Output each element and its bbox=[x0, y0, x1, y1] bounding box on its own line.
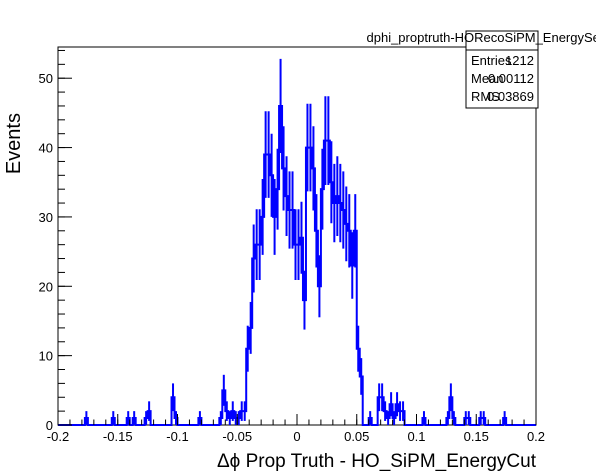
stats-mean-value: 0.00112 bbox=[488, 71, 534, 86]
x-tick-label: 0.15 bbox=[464, 429, 489, 444]
stats-rms-value: 0.03869 bbox=[487, 89, 534, 104]
y-tick-label: 20 bbox=[39, 279, 53, 294]
plot-area-border bbox=[57, 46, 537, 426]
plot-frame bbox=[57, 46, 537, 426]
stats-entries-value: 1212 bbox=[505, 53, 534, 68]
y-tick-label: 50 bbox=[39, 71, 53, 86]
stats-mean-label: Mean bbox=[471, 71, 504, 86]
y-axis-label: Events bbox=[3, 113, 25, 174]
x-tick-label: 0.2 bbox=[527, 429, 545, 444]
y-axis: 0 10 20 30 40 50 bbox=[39, 49, 72, 433]
x-tick-label: -0.05 bbox=[222, 429, 252, 444]
x-axis-label: Δϕ Prop Truth - HO_SiPM_EnergyCut bbox=[217, 451, 537, 472]
stats-entries-label: Entries bbox=[471, 53, 512, 68]
x-axis: -0.2 -0.15 -0.1 -0.05 0 0.05 0.1 0.15 0.2 bbox=[47, 414, 545, 444]
y-tick-label: 10 bbox=[39, 349, 53, 364]
stats-box: dphi_proptruth-HORecoSiPM_EnergySelectio… bbox=[367, 30, 596, 109]
y-tick-label: 30 bbox=[39, 210, 53, 225]
histogram-series bbox=[58, 58, 536, 426]
histogram-outline bbox=[58, 104, 536, 426]
x-tick-label: 0.05 bbox=[344, 429, 369, 444]
stats-rms-label: RMS bbox=[471, 89, 500, 104]
x-tick-label: -0.15 bbox=[103, 429, 133, 444]
x-tick-label: -0.2 bbox=[47, 429, 69, 444]
y-tick-label: 40 bbox=[39, 141, 53, 156]
x-tick-label: 0 bbox=[293, 429, 300, 444]
stats-box-title: dphi_proptruth-HORecoSiPM_EnergySelectio… bbox=[367, 30, 596, 45]
stats-box-frame bbox=[465, 30, 539, 109]
y-tick-label: 0 bbox=[46, 418, 53, 433]
x-tick-label: 0.1 bbox=[407, 429, 425, 444]
x-tick-label: -0.1 bbox=[166, 429, 188, 444]
